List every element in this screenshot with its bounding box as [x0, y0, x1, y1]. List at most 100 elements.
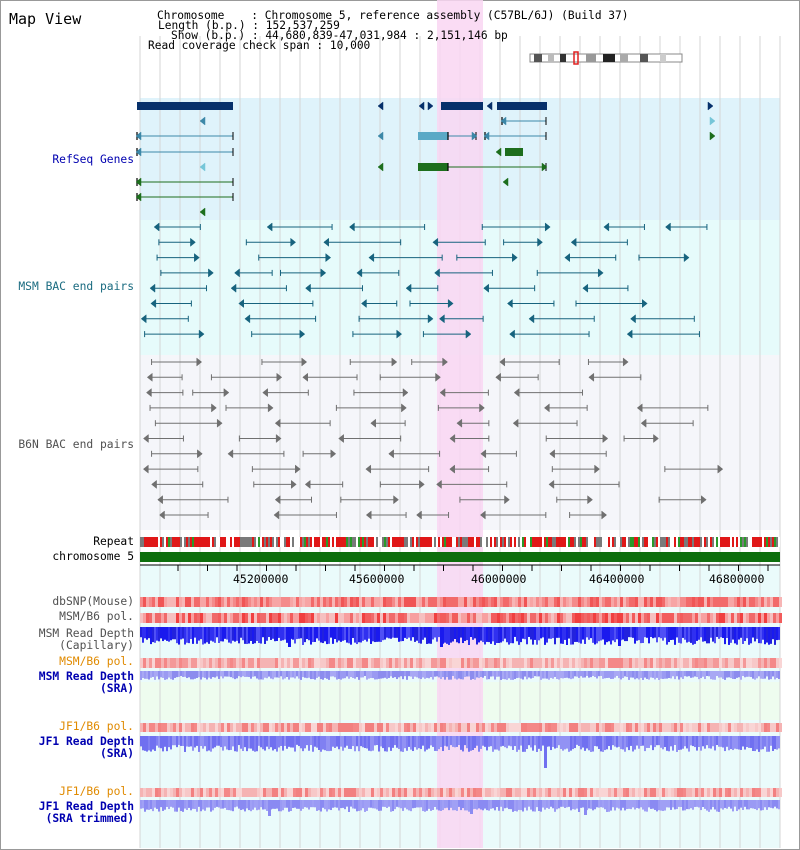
repeat-element — [630, 537, 632, 547]
polymorphism-bin — [458, 723, 461, 732]
read-depth-bar — [702, 800, 704, 808]
polymorphism-bin — [371, 723, 374, 732]
read-depth-bar — [704, 627, 706, 642]
track-label-jf1-depth-trim[interactable]: JF1 Read Depth (SRA trimmed) — [39, 801, 134, 825]
track-label-dbsnp[interactable]: dbSNP(Mouse) — [52, 595, 134, 608]
polymorphism-bin — [551, 613, 554, 623]
polymorphism-bin — [551, 658, 554, 668]
repeat-element — [750, 537, 752, 547]
polymorphism-bin — [269, 723, 272, 732]
read-depth-bar — [592, 627, 594, 643]
strand-arrow-icon — [356, 268, 363, 278]
read-depth-bar — [504, 671, 506, 680]
polymorphism-bin — [461, 788, 464, 797]
read-depth-bar — [514, 627, 516, 637]
read-depth-bar — [264, 627, 266, 644]
repeat-element — [352, 537, 354, 547]
read-depth-bar — [398, 800, 400, 808]
strand-arrow-icon — [325, 253, 332, 263]
read-depth-bar — [400, 671, 402, 677]
read-depth-bar — [476, 627, 478, 645]
polymorphism-bin — [770, 597, 773, 607]
polymorphism-bin — [359, 788, 362, 797]
read-depth-bar — [426, 736, 428, 750]
polymorphism-bin — [494, 613, 497, 623]
polymorphism-bin — [242, 723, 245, 732]
polymorphism-bin — [614, 658, 617, 668]
read-depth-bar — [326, 627, 328, 645]
read-depth-bar — [424, 800, 426, 812]
polymorphism-bin — [473, 658, 476, 668]
read-depth-bar — [598, 736, 600, 750]
read-depth-bar — [674, 736, 676, 745]
read-depth-bar — [178, 671, 180, 677]
repeat-element — [540, 537, 542, 547]
read-depth-bar — [556, 800, 558, 810]
track-label-msm-depth-sra[interactable]: MSM Read Depth (SRA) — [39, 671, 134, 695]
read-depth-bar — [494, 671, 496, 680]
read-depth-bar — [378, 627, 380, 642]
read-depth-bar — [674, 627, 676, 645]
polymorphism-bin — [668, 613, 671, 623]
track-label-repeat[interactable]: Repeat — [93, 535, 134, 548]
polymorphism-bin — [581, 613, 584, 623]
polymorphism-bin — [779, 658, 782, 668]
read-depth-bar — [188, 671, 190, 678]
polymorphism-bin — [251, 613, 254, 623]
read-depth-bar — [574, 736, 576, 749]
read-depth-bar — [696, 671, 698, 678]
strand-arrow-icon — [504, 495, 510, 505]
read-depth-bar — [370, 800, 372, 808]
track-label-refseq[interactable]: RefSeq Genes — [52, 153, 134, 166]
polymorphism-bin — [623, 613, 626, 623]
track-label-jf1-b6-pol-2[interactable]: JF1/B6 pol. — [59, 785, 134, 798]
read-depth-bar — [172, 736, 174, 746]
track-label-jf1-b6-pol[interactable]: JF1/B6 pol. — [59, 720, 134, 733]
polymorphism-bin — [533, 597, 536, 607]
track-label-msm-b6-pol[interactable]: MSM/B6 pol. — [59, 610, 134, 623]
read-depth-bar — [366, 736, 368, 749]
read-depth-bar — [510, 736, 512, 747]
repeat-element — [740, 537, 742, 547]
polymorphism-bin — [311, 788, 314, 797]
read-depth-bar — [208, 736, 210, 751]
polymorphism-bin — [410, 613, 413, 623]
read-depth-bar — [590, 736, 592, 752]
polymorphism-bin — [518, 613, 521, 623]
polymorphism-bin — [365, 788, 368, 797]
read-depth-bar — [212, 627, 214, 642]
track-label-msm-depth-cap[interactable]: MSM Read Depth (Capillary) — [39, 628, 134, 652]
read-depth-bar — [194, 627, 196, 638]
read-depth-bar — [404, 736, 406, 749]
read-depth-bar — [262, 736, 264, 750]
polymorphism-bin — [419, 613, 422, 623]
read-depth-bar — [434, 800, 436, 807]
track-label-jf1-depth[interactable]: JF1 Read Depth (SRA) — [39, 736, 134, 760]
track-label-msm-b6-pol-sra[interactable]: MSM/B6 pol. — [59, 655, 134, 668]
read-depth-bar — [762, 671, 764, 679]
read-depth-bar — [282, 671, 284, 680]
read-depth-bar — [726, 800, 728, 809]
polymorphism-bin — [428, 788, 431, 797]
track-label-b6n-bac[interactable]: B6N BAC end pairs — [18, 438, 134, 451]
read-depth-bar — [338, 736, 340, 750]
read-depth-bar — [770, 736, 772, 746]
read-depth-bar — [148, 627, 150, 639]
read-depth-bar — [310, 671, 312, 680]
read-depth-bar — [716, 627, 718, 637]
repeat-element — [252, 537, 254, 547]
polymorphism-bin — [164, 597, 167, 607]
read-depth-bar — [574, 671, 576, 677]
read-depth-bar — [668, 736, 670, 752]
read-depth-bar — [606, 627, 608, 643]
track-label-msm-bac[interactable]: MSM BAC end pairs — [18, 280, 134, 293]
polymorphism-bin — [287, 723, 290, 732]
track-label-chromosome[interactable]: chromosome 5 — [52, 550, 134, 563]
read-depth-bar — [182, 671, 184, 677]
polymorphism-bin — [617, 723, 620, 732]
repeat-element — [456, 537, 458, 547]
polymorphism-bin — [680, 723, 683, 732]
polymorphism-bin — [239, 788, 242, 797]
read-depth-bar — [660, 800, 662, 811]
